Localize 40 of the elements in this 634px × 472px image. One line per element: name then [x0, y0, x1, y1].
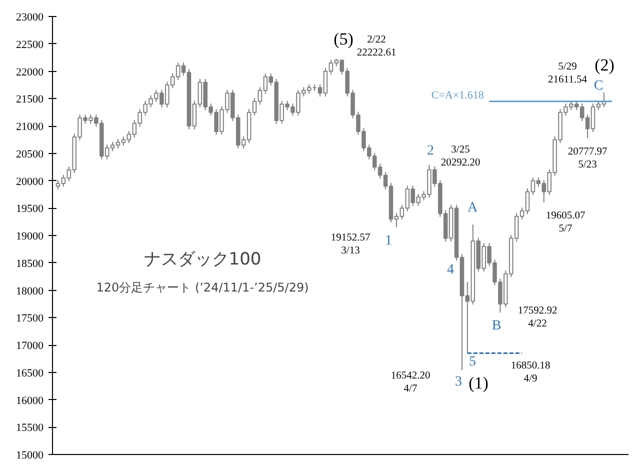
y-tick-label: 15500	[16, 422, 44, 434]
annotation: (1)	[468, 374, 488, 392]
annotation: 4	[447, 262, 454, 278]
y-tick-label: 21500	[16, 94, 44, 106]
annotation: B	[492, 318, 502, 334]
annotation: 17592.92 4/22	[518, 306, 558, 330]
annotation: C	[594, 78, 604, 94]
annotation: 19152.57 3/13	[330, 232, 370, 257]
text: 120分足チャート (’24/11/1-’25/5/29)	[96, 280, 309, 294]
ref-line-label: C=A×1.618	[431, 89, 484, 102]
y-tick-label: 19500	[16, 203, 44, 216]
annotation: 20777.97 5/23	[568, 146, 608, 171]
annotation: 5/29 21611.54	[548, 62, 588, 86]
y-tick-label: 16000	[16, 394, 44, 407]
y-tick-label: 20000	[16, 176, 44, 188]
annotation: 2	[427, 144, 434, 158]
annotation: 5	[469, 354, 476, 370]
annotation: 16542.20 4/7	[390, 370, 430, 395]
y-tick-label: 17500	[16, 312, 44, 325]
y-tick-label: 19000	[16, 230, 44, 242]
y-tick-label: 22500	[16, 38, 44, 51]
y-tick-label: 15000	[16, 450, 44, 462]
y-tick-label: 20500	[16, 148, 44, 160]
annotation: 16850.18 4/9	[510, 360, 550, 385]
y-tick-label: 18500	[16, 258, 44, 270]
annotation: 3	[455, 374, 462, 390]
annotation: 19605.07 5/7	[546, 210, 586, 235]
annotation: 1	[385, 234, 392, 248]
y-tick-label: 17000	[16, 340, 44, 352]
annotation: 3/25 20292.20	[440, 144, 480, 169]
annotation: (2)	[594, 56, 614, 74]
annotation: (5)	[334, 30, 354, 48]
y-tick-label: 18000	[16, 285, 44, 298]
annotation: 2/22 22222.61	[356, 34, 396, 59]
text: ナスダック100	[144, 250, 262, 270]
y-tick-label: 22000	[16, 66, 44, 78]
y-tick-label: 21000	[16, 121, 44, 133]
y-tick-label: 23000	[16, 12, 44, 24]
annotation: A	[467, 200, 478, 216]
y-tick-label: 16500	[16, 367, 44, 380]
